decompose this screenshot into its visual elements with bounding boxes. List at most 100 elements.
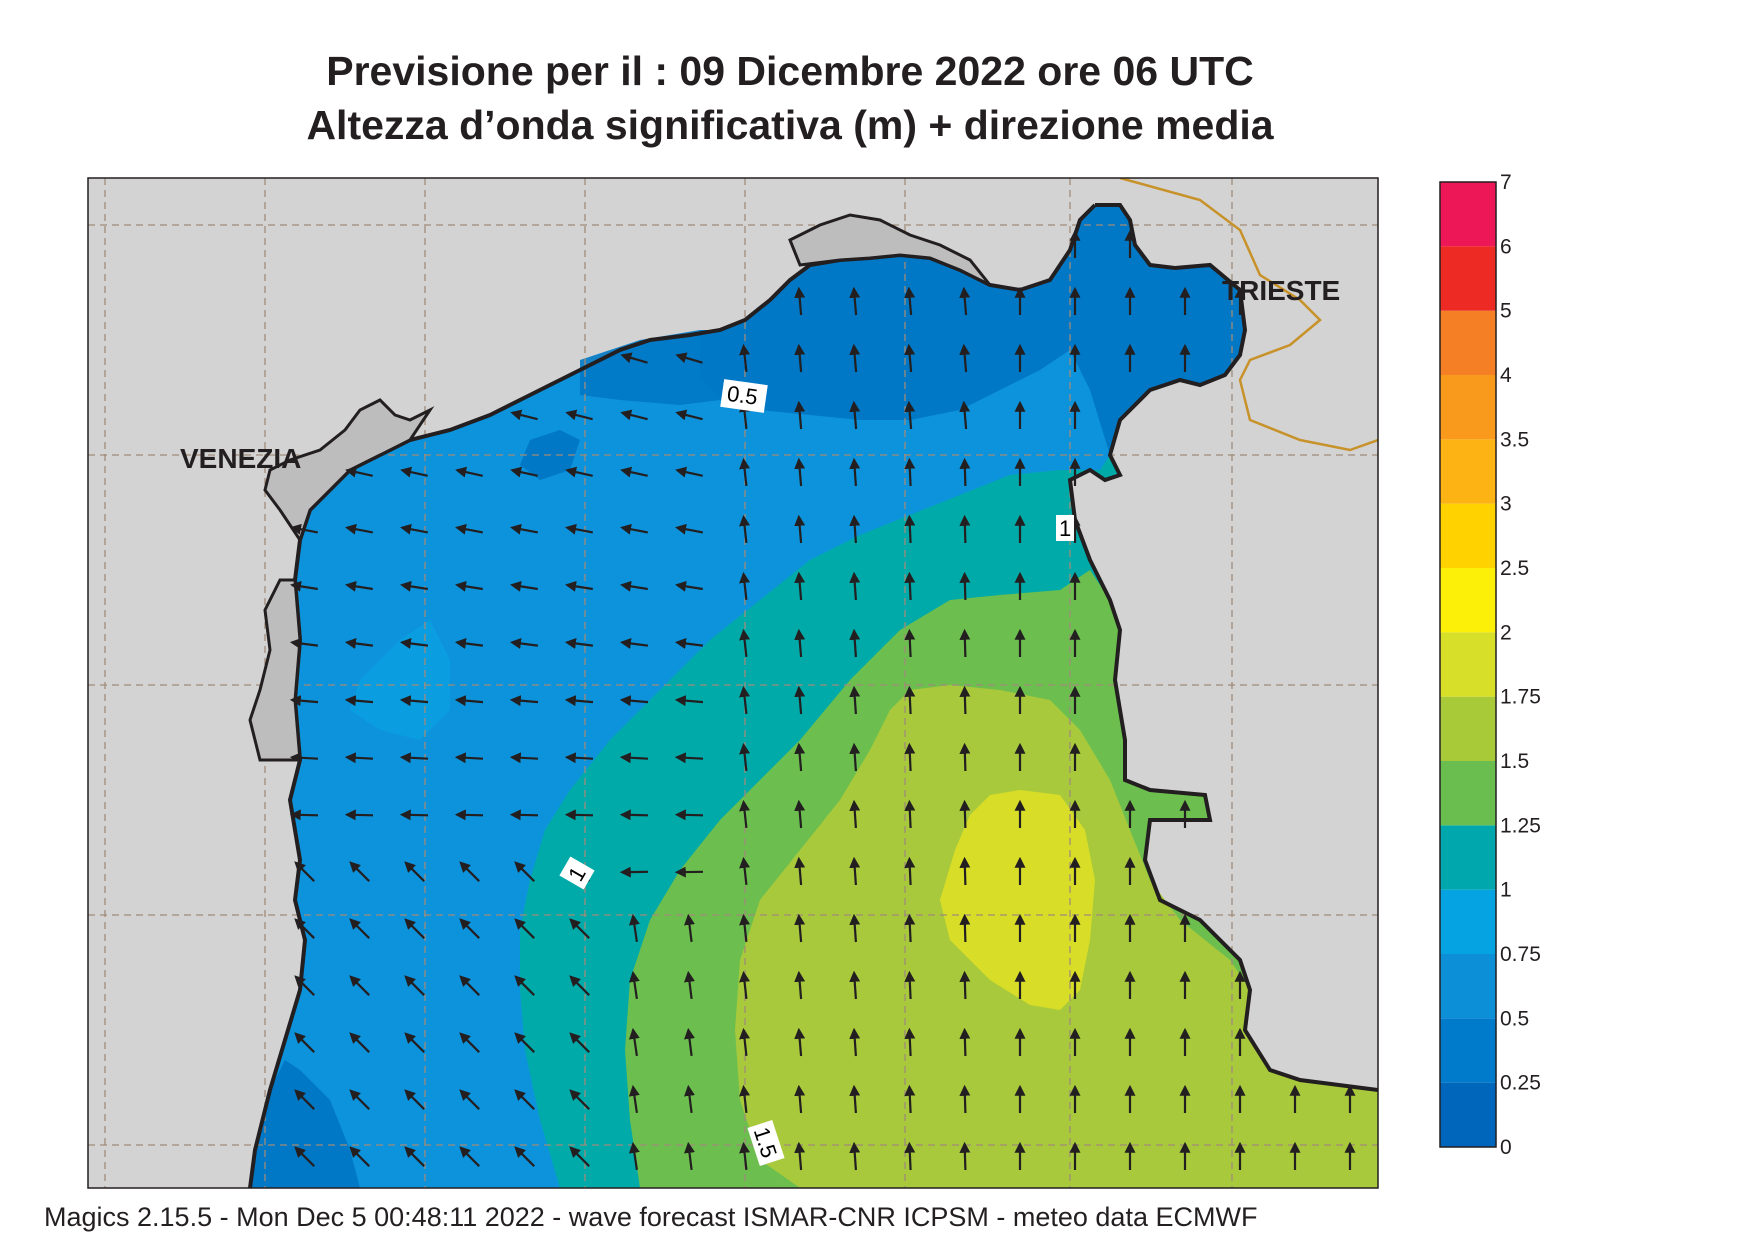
direction-arrow [739,343,751,373]
direction-arrow [459,1089,480,1110]
direction-arrow [794,514,806,544]
direction-arrow [459,1032,480,1053]
direction-arrow [849,913,861,943]
direction-arrow [509,809,539,821]
direction-arrow [569,918,590,939]
direction-arrow [349,975,370,996]
direction-arrow [400,580,428,592]
direction-arrow [849,343,861,373]
direction-arrow [455,580,483,592]
direction-arrow [619,809,649,821]
direction-arrow [294,975,315,996]
direction-arrow [620,409,648,421]
direction-arrow [569,1032,590,1053]
direction-arrow [849,1027,861,1057]
direction-arrow [959,685,971,715]
direction-arrow [455,523,484,535]
direction-arrow [739,457,751,487]
direction-arrow [904,343,916,373]
direction-arrow [565,580,593,592]
colorbar-tick-label: 2.5 [1500,557,1529,580]
colorbar-tick-label: 5 [1500,300,1512,323]
direction-arrow [289,752,319,764]
colorbar-tick-label: 3.5 [1500,428,1529,451]
direction-arrow [514,861,535,882]
direction-arrow [794,742,806,772]
direction-arrow [564,809,594,821]
direction-arrow [904,970,916,1000]
sea-field [88,178,1378,1188]
direction-arrow [400,466,428,478]
direction-arrow [510,580,538,592]
direction-arrow [849,628,861,658]
state-border [1119,178,1378,452]
colorbar-tick-label: 7 [1500,171,1512,194]
direction-arrow [620,352,648,364]
direction-arrow [739,514,751,544]
colorbar-swatch [1440,439,1496,504]
direction-arrow [290,580,318,592]
direction-arrow [794,856,806,886]
direction-arrow [959,1084,971,1114]
direction-arrow [289,638,319,649]
direction-arrow [794,400,806,430]
colorbar-tick-label: 0.5 [1500,1007,1529,1030]
colorbar-swatch [1440,696,1496,761]
direction-arrow [510,466,538,478]
direction-arrow [794,970,806,1000]
direction-arrow [794,799,806,829]
contour-label-1-east: 1 [1056,515,1074,541]
direction-arrow [674,695,704,707]
direction-arrow [399,809,429,821]
colorbar-swatch [1440,954,1496,1019]
direction-arrow [959,628,971,658]
colorbar-tick-label: 1.75 [1500,686,1541,709]
direction-arrow [794,343,806,373]
direction-arrow [404,918,425,939]
direction-arrow [959,970,971,1000]
direction-arrow [674,752,704,764]
direction-arrow [510,523,539,535]
footer-credits: Magics 2.15.5 - Mon Dec 5 00:48:11 2022 … [44,1202,1258,1232]
direction-arrow [959,400,971,430]
wave-direction-arrows [289,229,1356,1171]
direction-arrow [794,1141,806,1171]
colorbar-tick-label: 0.75 [1500,943,1541,966]
direction-arrow [959,1141,971,1171]
direction-arrow [904,1141,916,1171]
direction-arrow [404,1146,425,1167]
direction-arrow [739,1027,751,1057]
direction-arrow [794,1084,806,1114]
direction-arrow [904,1084,916,1114]
contour-label-0-5: 0.5 [720,379,768,413]
direction-arrow [675,409,703,421]
colorbar-swatch [1440,825,1496,890]
direction-arrow [628,1141,640,1171]
direction-arrow [904,742,916,772]
direction-arrow [794,286,806,316]
direction-arrow [739,571,751,601]
direction-arrow [514,975,535,996]
direction-arrow [849,286,861,316]
direction-arrow [564,638,594,649]
direction-arrow [959,571,971,601]
direction-arrow [675,580,703,592]
direction-arrow [904,1027,916,1057]
direction-arrow [399,638,429,649]
direction-arrow [628,1084,640,1114]
direction-arrow [344,638,374,649]
direction-arrow [459,918,480,939]
direction-arrow [739,799,751,829]
direction-arrow [849,400,861,430]
direction-arrow [794,1027,806,1057]
colorbar-tick-label: 6 [1500,235,1512,258]
direction-arrow [294,861,315,882]
map-title-date: Previsione per il : 09 Dicembre 2022 ore… [326,48,1254,94]
direction-arrow [675,352,703,364]
direction-arrow [404,861,425,882]
colorbar-swatch [1440,503,1496,568]
direction-arrow [674,638,704,649]
colorbar-tick-label: 2 [1500,621,1512,644]
direction-arrow [959,1027,971,1057]
colorbar-swatch [1440,182,1496,247]
